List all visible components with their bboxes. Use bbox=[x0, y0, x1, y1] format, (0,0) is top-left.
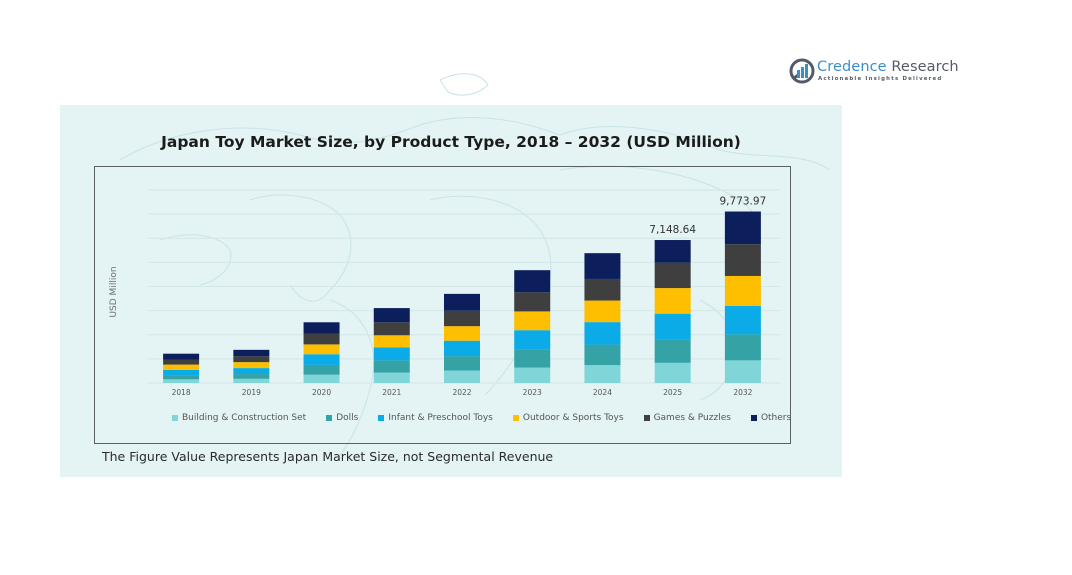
legend-swatch bbox=[643, 415, 650, 421]
legend-swatch bbox=[512, 415, 519, 421]
legend-item: Dolls bbox=[326, 413, 358, 423]
bar-segment-2018-others bbox=[163, 353, 200, 360]
bar-total-label: 9,773.97 bbox=[720, 196, 767, 208]
bar-segment-2023-games-puzzles bbox=[514, 292, 551, 312]
bar-segment-2020-games-puzzles bbox=[303, 333, 340, 345]
bar-segment-2019-building-construction-set bbox=[233, 378, 270, 383]
x-tick-label: 2022 bbox=[452, 388, 471, 397]
x-tick-label: 2024 bbox=[593, 388, 612, 397]
legend-label: Outdoor & Sports Toys bbox=[522, 413, 624, 423]
bar-segment-2022-games-puzzles bbox=[444, 310, 480, 327]
bar-segment-2019-games-puzzles bbox=[233, 356, 270, 363]
x-tick-label: 2019 bbox=[242, 388, 261, 397]
bar-segment-2022-outdoor-sports-toys bbox=[444, 326, 480, 341]
bar-segment-2018-games-puzzles bbox=[163, 359, 200, 365]
brand-name-part2: Research bbox=[886, 59, 959, 75]
bar-segment-2025-infant-preschool-toys bbox=[654, 313, 691, 340]
bar-segment-2023-infant-preschool-toys bbox=[514, 330, 551, 350]
x-tick-label: 2018 bbox=[172, 388, 191, 397]
bar-segment-2021-building-construction-set bbox=[373, 372, 410, 383]
bar-segment-2023-dolls bbox=[514, 349, 551, 368]
bar-segment-2020-infant-preschool-toys bbox=[303, 354, 340, 365]
bar-segment-2022-building-construction-set bbox=[444, 370, 480, 383]
bar-segment-2022-dolls bbox=[444, 356, 480, 371]
bar-segment-2032-building-construction-set bbox=[724, 360, 761, 383]
chart-frame bbox=[94, 166, 791, 444]
x-tick-label: 2021 bbox=[382, 388, 401, 397]
bar-segment-2023-outdoor-sports-toys bbox=[514, 311, 551, 331]
bar-total-label: 7,148.64 bbox=[649, 224, 696, 236]
legend-label: Infant & Preschool Toys bbox=[388, 413, 493, 423]
legend-item: Others bbox=[750, 413, 792, 423]
bar-segment-2023-building-construction-set bbox=[514, 367, 551, 383]
chart-title: Japan Toy Market Size, by Product Type, … bbox=[161, 133, 741, 151]
legend-label: Dolls bbox=[336, 413, 359, 423]
bar-segment-2019-outdoor-sports-toys bbox=[233, 362, 270, 369]
legend-item: Outdoor & Sports Toys bbox=[512, 413, 624, 423]
bar-segment-2025-others bbox=[654, 240, 691, 263]
brand-tagline: Actionable Insights Delivered bbox=[818, 76, 943, 82]
chart-legend: Building & Construction Set Dolls Infant &… bbox=[172, 413, 811, 423]
bar-segment-2021-dolls bbox=[373, 360, 410, 373]
bar-segment-2023-others bbox=[514, 270, 551, 293]
bar-segment-2021-others bbox=[373, 308, 410, 323]
bar-segment-2025-outdoor-sports-toys bbox=[654, 288, 691, 314]
legend-swatch bbox=[326, 415, 333, 421]
bar-segment-2024-dolls bbox=[584, 344, 621, 366]
bar-segment-2032-games-puzzles bbox=[724, 244, 761, 276]
x-tick-label: 2023 bbox=[523, 388, 542, 397]
bar-segment-2021-infant-preschool-toys bbox=[373, 347, 410, 361]
bar-segment-2021-outdoor-sports-toys bbox=[373, 335, 410, 348]
bar-segment-2020-outdoor-sports-toys bbox=[303, 344, 340, 355]
bar-segment-2032-others bbox=[724, 211, 761, 245]
bar-segment-2018-outdoor-sports-toys bbox=[163, 364, 200, 370]
legend-swatch bbox=[378, 415, 385, 421]
bar-segment-2032-outdoor-sports-toys bbox=[724, 275, 761, 306]
footnote: The Figure Value Represents Japan Market… bbox=[102, 449, 554, 464]
bar-segment-2024-infant-preschool-toys bbox=[584, 322, 621, 345]
brand-name-part1: Credence bbox=[817, 59, 887, 75]
logo-mark-icon bbox=[789, 58, 815, 84]
bar-segment-2019-others bbox=[233, 349, 270, 357]
bar-segment-2018-building-construction-set bbox=[163, 379, 200, 383]
legend-item: Building & Construction Set bbox=[172, 413, 306, 423]
bar-segment-2024-outdoor-sports-toys bbox=[584, 300, 621, 323]
bar-segment-2025-building-construction-set bbox=[654, 362, 691, 383]
bar-segment-2018-infant-preschool-toys bbox=[163, 369, 200, 376]
bar-segment-2018-dolls bbox=[163, 375, 200, 380]
bar-segment-2021-games-puzzles bbox=[373, 322, 410, 336]
brand-name: Credence Research bbox=[817, 59, 959, 75]
bar-segment-2019-infant-preschool-toys bbox=[233, 368, 270, 375]
bar-segment-2020-dolls bbox=[303, 364, 340, 375]
bar-segment-2024-games-puzzles bbox=[584, 278, 621, 301]
x-tick-label: 2032 bbox=[733, 388, 752, 397]
bar-segment-2024-others bbox=[584, 253, 621, 279]
x-tick-label: 2020 bbox=[312, 388, 331, 397]
bar-segment-2020-others bbox=[303, 322, 340, 334]
bar-segment-2032-dolls bbox=[724, 334, 761, 361]
bar-segment-2024-building-construction-set bbox=[584, 365, 621, 383]
x-tick-label: 2025 bbox=[663, 388, 682, 397]
bar-segment-2020-building-construction-set bbox=[303, 374, 340, 383]
bar-segment-2022-others bbox=[444, 293, 480, 311]
bar-segment-2025-dolls bbox=[654, 339, 691, 363]
bar-segment-2032-infant-preschool-toys bbox=[724, 305, 761, 335]
legend-swatch bbox=[172, 415, 178, 421]
legend-item: Infant & Preschool Toys bbox=[378, 413, 493, 423]
legend-label: Building & Construction Set bbox=[182, 413, 307, 423]
legend-swatch bbox=[750, 415, 757, 421]
bar-segment-2022-infant-preschool-toys bbox=[444, 340, 480, 357]
legend-label: Games & Puzzles bbox=[653, 413, 731, 423]
bar-segment-2025-games-puzzles bbox=[654, 262, 691, 289]
credence-research-logo: Credence Research Actionable Insights De… bbox=[789, 58, 959, 88]
legend-item: Games & Puzzles bbox=[643, 413, 731, 423]
legend-label: Others bbox=[760, 413, 792, 423]
bar-segment-2019-dolls bbox=[233, 374, 270, 379]
